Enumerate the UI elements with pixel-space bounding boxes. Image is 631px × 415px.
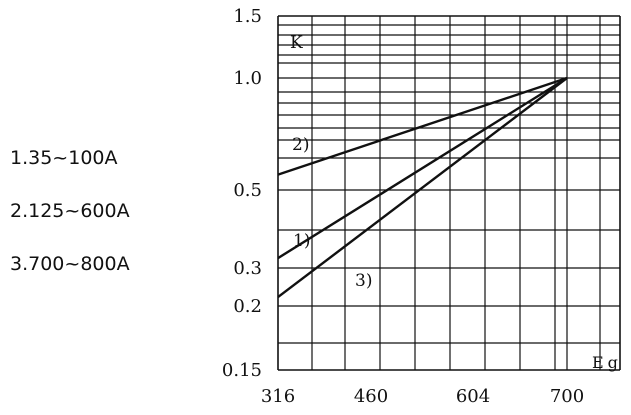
y-tick-label: 1.5 bbox=[233, 6, 262, 27]
y-tick-label: 0.2 bbox=[233, 296, 262, 317]
series-lines bbox=[277, 76, 568, 299]
y-tick-label: 0.3 bbox=[233, 258, 262, 279]
y-tick-label: 0.15 bbox=[222, 360, 262, 381]
x-tick-label: 604 bbox=[456, 386, 490, 407]
grid bbox=[277, 15, 621, 371]
x-tick-label: 316 bbox=[261, 386, 295, 407]
series-label-1: 1) bbox=[293, 231, 310, 251]
series-label-2: 2) bbox=[292, 135, 309, 155]
x-axis-label: Eg bbox=[592, 353, 622, 372]
x-tick-label: 460 bbox=[354, 386, 388, 407]
y-tick-label: 0.5 bbox=[233, 180, 262, 201]
y-axis-label: K bbox=[290, 33, 303, 53]
y-tick-label: 1.0 bbox=[233, 68, 262, 89]
legend-item-2: 2.125~600A bbox=[10, 200, 130, 222]
legend-item-3: 3.700~800A bbox=[10, 253, 130, 275]
series-line-3 bbox=[277, 77, 568, 299]
legend-item-1: 1.35~100A bbox=[10, 147, 118, 169]
series-line-2 bbox=[277, 76, 568, 176]
series-line-1 bbox=[277, 76, 568, 260]
x-tick-label: 700 bbox=[550, 386, 584, 407]
tick-labels: 316 460 604 700 1.5 1.0 0.5 0.3 0.2 0.15 bbox=[222, 6, 584, 407]
series-label-3: 3) bbox=[355, 271, 372, 291]
